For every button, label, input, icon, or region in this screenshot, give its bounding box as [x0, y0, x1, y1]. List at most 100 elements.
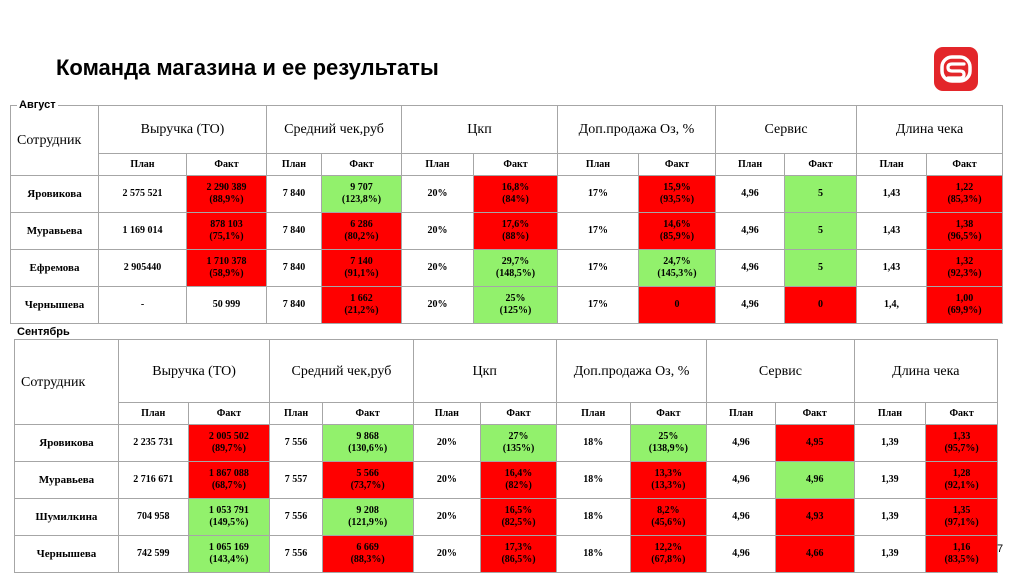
table-row: Муравьева 1 169 014 878 103 (75,1%) 7 840 6 2… — [10, 212, 1004, 250]
employee-header: Сотрудник — [10, 105, 99, 176]
plan-cell: 20% — [412, 461, 482, 499]
fact-cell: 14,6% (85,9%) — [637, 212, 717, 250]
fact-header: Факт — [321, 402, 414, 425]
fact-cell: 25% (138,9%) — [629, 424, 708, 462]
plan-cell: 17% — [557, 212, 639, 250]
fact-cell: 5 — [784, 249, 858, 287]
plan-cell: 7 556 — [269, 424, 323, 462]
fact-cell: 1 065 169 (143,4%) — [187, 535, 271, 573]
plan-header: План — [555, 402, 631, 425]
group-header: Выручка (ТО) — [117, 339, 271, 403]
fact-cell: 16,8% (84%) — [473, 175, 558, 213]
plan-cell: 4,96 — [715, 249, 786, 287]
group-header: Сервис — [706, 339, 855, 403]
fact-cell: 50 999 — [186, 286, 267, 324]
plan-cell: 1,39 — [853, 424, 927, 462]
plan-cell: 1,43 — [856, 249, 928, 287]
fact-cell: 4,96 — [774, 461, 855, 499]
plan-cell: 7 840 — [266, 212, 322, 250]
plan-cell: 1,4, — [856, 286, 928, 324]
plan-cell: 704 958 — [117, 498, 189, 536]
fact-header: Факт — [480, 402, 557, 425]
fact-cell: 4,66 — [774, 535, 855, 573]
plan-cell: 4,96 — [715, 212, 786, 250]
plan-header: План — [266, 153, 322, 176]
table-row: Яровикова 2 235 731 2 005 502 (89,7%) 7 556 9… — [14, 424, 998, 462]
plan-cell: 2 716 671 — [117, 461, 189, 499]
plan-cell: 7 556 — [269, 535, 323, 573]
plan-cell: 17% — [557, 175, 639, 213]
group-header: Средний чек,руб — [269, 339, 414, 403]
plan-cell: 1,39 — [853, 498, 927, 536]
employee-header: Сотрудник — [14, 339, 119, 425]
fact-cell: 2 005 502 (89,7%) — [187, 424, 271, 462]
month-label-august: Август — [17, 99, 58, 111]
fact-cell: 16,4% (82%) — [480, 461, 557, 499]
plan-cell: 20% — [412, 424, 482, 462]
fact-header: Факт — [784, 153, 858, 176]
fact-cell: 1,16 (83,5%) — [925, 535, 998, 573]
plan-cell: 20% — [412, 498, 482, 536]
fact-cell: 29,7% (148,5%) — [473, 249, 558, 287]
plan-cell: 20% — [412, 535, 482, 573]
fact-cell: 25% (125%) — [473, 286, 558, 324]
fact-cell: 5 — [784, 175, 858, 213]
plan-header: План — [117, 402, 189, 425]
results-table-september: Сотрудник Выручка (ТО) Средний чек,руб Цкп Д… — [14, 339, 999, 573]
fact-cell: 15,9% (93,5%) — [637, 175, 717, 213]
fact-cell: 13,3% (13,3%) — [629, 461, 708, 499]
table-row: Муравьева 2 716 671 1 867 088 (68,7%) 7 557 5… — [14, 461, 998, 499]
fact-cell: 1,28 (92,1%) — [925, 461, 998, 499]
fact-header: Факт — [637, 153, 717, 176]
table-row: Ефремова 2 905440 1 710 378 (58,9%) 7 840 7 1… — [10, 249, 1004, 287]
group-header: Цкп — [412, 339, 557, 403]
plan-cell: 7 840 — [266, 175, 322, 213]
table-row: Чернышева 742 599 1 065 169 (143,4%) 7 556 6 … — [14, 535, 998, 573]
employee-name: Ефремова — [10, 249, 99, 287]
employee-name: Муравьева — [10, 212, 99, 250]
header-row: Сотрудник Выручка (ТО) Средний чек,руб Цкп Д… — [10, 105, 1004, 176]
results-table-august: Сотрудник Выручка (ТО) Средний чек,руб Цкп Д… — [10, 105, 1004, 324]
employee-name: Яровикова — [10, 175, 99, 213]
plan-header: План — [706, 402, 776, 425]
plan-cell: 1,39 — [853, 461, 927, 499]
plan-cell: 2 905440 — [98, 249, 187, 287]
plan-cell: 7 557 — [269, 461, 323, 499]
fact-cell: 27% (135%) — [480, 424, 557, 462]
table-row: Яровикова 2 575 521 2 290 389 (88,9%) 7 840 9… — [10, 175, 1004, 213]
plan-cell: 18% — [555, 461, 631, 499]
group-header: Длина чека — [853, 339, 999, 403]
fact-cell: 5 566 (73,7%) — [321, 461, 414, 499]
fact-cell: 1,35 (97,1%) — [925, 498, 998, 536]
fact-cell: 1,38 (96,5%) — [926, 212, 1004, 250]
plan-cell: 4,96 — [706, 424, 776, 462]
group-header: Доп.продажа Оз, % — [555, 339, 708, 403]
fact-cell: 1,32 (92,3%) — [926, 249, 1004, 287]
plan-cell: 7 840 — [266, 286, 322, 324]
employee-name: Чернышева — [14, 535, 119, 573]
employee-name: Яровикова — [14, 424, 119, 462]
fact-cell: 5 — [784, 212, 858, 250]
fact-cell: 1,00 (69,9%) — [926, 286, 1004, 324]
fact-cell: 6 669 (88,3%) — [321, 535, 414, 573]
plan-cell: 1,39 — [853, 535, 927, 573]
plan-cell: 2 235 731 — [117, 424, 189, 462]
logo — [934, 47, 978, 91]
fact-cell: 1 710 378 (58,9%) — [186, 249, 267, 287]
plan-cell: 4,96 — [706, 461, 776, 499]
fact-cell: 6 286 (80,2%) — [321, 212, 402, 250]
employee-name: Муравьева — [14, 461, 119, 499]
plan-cell: 7 556 — [269, 498, 323, 536]
page-title: Команда магазина и ее результаты — [56, 55, 439, 80]
header-row: Сотрудник Выручка (ТО) Средний чек,руб Цкп Д… — [14, 339, 999, 425]
fact-header: Факт — [925, 402, 998, 425]
fact-header: Факт — [774, 402, 855, 425]
fact-cell: 0 — [637, 286, 717, 324]
plan-cell: - — [98, 286, 187, 324]
fact-cell: 17,6% (88%) — [473, 212, 558, 250]
fact-cell: 878 103 (75,1%) — [186, 212, 267, 250]
fact-cell: 16,5% (82,5%) — [480, 498, 557, 536]
plan-cell: 4,96 — [706, 498, 776, 536]
fact-cell: 0 — [784, 286, 858, 324]
logo-icon — [940, 55, 972, 83]
